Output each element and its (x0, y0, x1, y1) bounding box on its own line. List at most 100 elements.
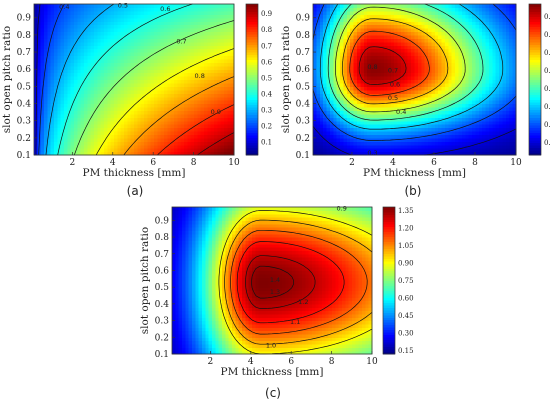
heatmap-cell (367, 137, 372, 142)
heatmap-cell (154, 137, 158, 142)
colorbar-segment (246, 147, 258, 151)
heatmap-cell (414, 124, 419, 129)
heatmap-cell (505, 65, 510, 70)
heatmap-cell (404, 45, 409, 50)
heatmap-cell (177, 72, 182, 77)
heatmap-cell (194, 48, 198, 53)
heatmap-cell (120, 103, 125, 108)
heatmap-cell (227, 72, 232, 77)
heatmap-cell (438, 148, 443, 153)
heatmap-cell (509, 120, 514, 125)
heatmap-cell (130, 127, 135, 132)
heatmap-cell (343, 110, 348, 115)
heatmap-cell (110, 134, 115, 139)
heatmap-cell (336, 28, 341, 33)
heatmap-cell (431, 69, 436, 74)
heatmap-cell (87, 55, 92, 60)
colorbar-tick-label: 0.2 (261, 123, 272, 131)
heatmap-cell (97, 144, 102, 149)
heatmap-cell (80, 10, 85, 15)
heatmap-cell (40, 69, 45, 74)
heatmap-cell (94, 110, 98, 115)
heatmap-cell (224, 137, 228, 142)
heatmap-cell (124, 120, 128, 125)
heatmap-cell (94, 124, 98, 129)
heatmap-cell (458, 41, 463, 46)
heatmap-cell (124, 24, 128, 29)
heatmap-cell (107, 14, 112, 19)
heatmap-cell (177, 69, 182, 74)
heatmap-cell (190, 117, 195, 122)
heatmap-cell (224, 124, 228, 129)
heatmap-cell (414, 52, 419, 57)
heatmap-cell (164, 41, 168, 46)
heatmap-cell (455, 151, 460, 156)
heatmap-cell (74, 82, 78, 87)
heatmap-cell (100, 96, 105, 101)
heatmap-cell (100, 7, 105, 12)
heatmap-cell (380, 82, 385, 87)
heatmap-cell (428, 86, 433, 91)
heatmap-cell (97, 79, 102, 84)
heatmap-cell (107, 120, 112, 125)
heatmap-cell (455, 48, 460, 53)
heatmap-cell (47, 58, 52, 63)
heatmap-cell (84, 113, 88, 118)
heatmap-cell (37, 28, 42, 33)
heatmap-cell (197, 62, 202, 67)
heatmap-cell (340, 151, 345, 156)
heatmap-cell (333, 82, 338, 87)
heatmap-cell (505, 141, 510, 146)
heatmap-cell (204, 34, 208, 39)
heatmap-cell (197, 76, 202, 81)
heatmap-cell (458, 89, 463, 94)
heatmap-cell (336, 96, 341, 101)
heatmap-cell (127, 113, 132, 118)
heatmap-cell (210, 10, 215, 15)
heatmap-cell (465, 38, 470, 43)
heatmap-cell (37, 17, 42, 22)
heatmap-cell (67, 127, 72, 132)
heatmap-cell (485, 55, 490, 60)
heatmap-cell (495, 106, 500, 111)
heatmap-cell (187, 10, 192, 15)
heatmap-cell (60, 141, 65, 146)
heatmap-cell (411, 79, 416, 84)
heatmap-cell (488, 141, 493, 146)
heatmap-cell (384, 31, 389, 36)
heatmap-cell (465, 34, 470, 39)
heatmap-cell (444, 41, 449, 46)
heatmap-cell (104, 113, 108, 118)
heatmap-cell (380, 79, 385, 84)
heatmap-cell (333, 76, 338, 81)
heatmap-cell (512, 141, 517, 146)
heatmap-cell (200, 14, 205, 19)
heatmap-cell (356, 130, 361, 136)
heatmap-cell (200, 120, 205, 125)
heatmap-cell (346, 28, 351, 33)
heatmap-cell (217, 96, 222, 101)
heatmap-cell (114, 52, 118, 57)
heatmap-cell (150, 41, 155, 46)
heatmap-cell (363, 106, 368, 111)
heatmap-cell (217, 38, 222, 43)
heatmap-cell (227, 127, 232, 132)
heatmap-cell (40, 41, 45, 46)
heatmap-cell (313, 134, 317, 139)
heatmap-cell (137, 41, 142, 46)
heatmap-cell (210, 148, 215, 153)
colorbar-segment (246, 66, 258, 70)
heatmap-cell (411, 62, 416, 67)
heatmap-cell (174, 79, 178, 84)
heatmap-cell (478, 38, 483, 43)
colorbar-segment (246, 134, 258, 138)
heatmap-cell (187, 113, 192, 118)
heatmap-cell (323, 58, 328, 63)
heatmap-cell (411, 93, 416, 98)
heatmap-cell (227, 14, 232, 19)
heatmap-cell (333, 79, 338, 84)
heatmap-cell (411, 34, 416, 39)
heatmap-cell (390, 58, 395, 63)
heatmap-cell (64, 124, 68, 129)
heatmap-cell (130, 130, 135, 136)
